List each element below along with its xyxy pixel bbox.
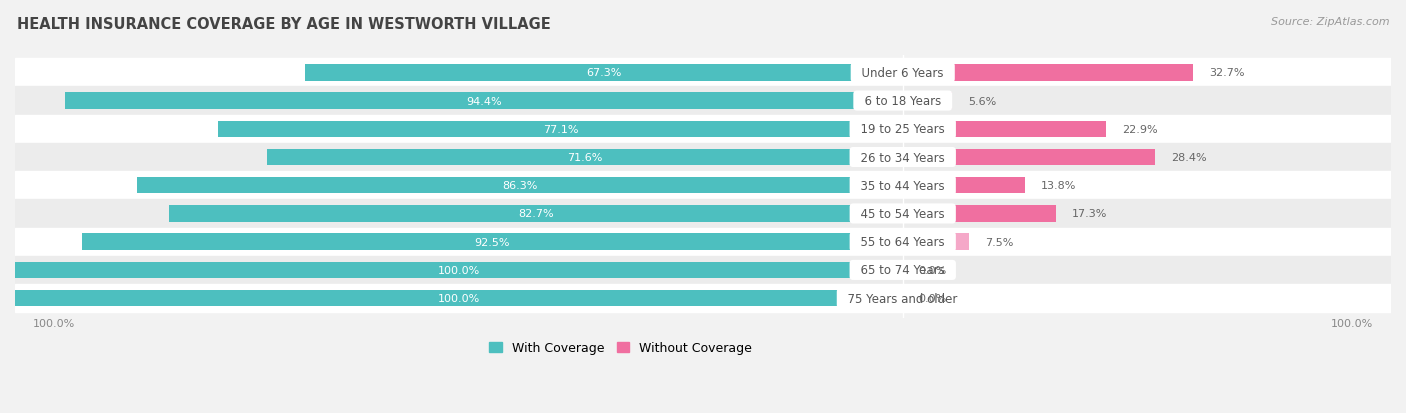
Text: 100.0%: 100.0% bbox=[32, 318, 75, 328]
Text: 100.0%: 100.0% bbox=[1331, 318, 1374, 328]
Bar bbox=[15, 256, 1391, 284]
Text: 94.4%: 94.4% bbox=[465, 96, 502, 106]
Text: 55 to 64 Years: 55 to 64 Years bbox=[853, 235, 952, 249]
Bar bbox=[15, 200, 1391, 228]
Text: 22.9%: 22.9% bbox=[1122, 124, 1157, 135]
Bar bbox=[15, 59, 1391, 87]
Text: 75 Years and older: 75 Years and older bbox=[841, 292, 965, 305]
Bar bbox=[267, 150, 903, 166]
Text: 28.4%: 28.4% bbox=[1171, 153, 1206, 163]
Text: 7.5%: 7.5% bbox=[986, 237, 1014, 247]
Text: 0.0%: 0.0% bbox=[918, 293, 948, 304]
Text: 67.3%: 67.3% bbox=[586, 68, 621, 78]
Text: 71.6%: 71.6% bbox=[567, 153, 603, 163]
Text: 0.0%: 0.0% bbox=[918, 265, 948, 275]
Text: Source: ZipAtlas.com: Source: ZipAtlas.com bbox=[1271, 17, 1389, 26]
Text: 100.0%: 100.0% bbox=[437, 265, 479, 275]
Text: 45 to 54 Years: 45 to 54 Years bbox=[853, 207, 952, 221]
Bar bbox=[15, 115, 1391, 144]
Bar bbox=[903, 150, 1154, 166]
Text: 5.6%: 5.6% bbox=[969, 96, 997, 106]
Bar bbox=[82, 234, 903, 250]
Text: HEALTH INSURANCE COVERAGE BY AGE IN WESTWORTH VILLAGE: HEALTH INSURANCE COVERAGE BY AGE IN WEST… bbox=[17, 17, 551, 31]
Bar bbox=[903, 206, 1056, 222]
Bar bbox=[903, 290, 917, 306]
Bar bbox=[218, 121, 903, 138]
Text: 77.1%: 77.1% bbox=[543, 124, 578, 135]
Bar bbox=[15, 228, 1391, 256]
Bar bbox=[903, 93, 952, 109]
Text: 26 to 34 Years: 26 to 34 Years bbox=[853, 151, 952, 164]
Text: 17.3%: 17.3% bbox=[1073, 209, 1108, 219]
Bar bbox=[15, 172, 1391, 200]
Bar bbox=[15, 262, 903, 278]
Bar bbox=[903, 178, 1025, 194]
Bar bbox=[15, 284, 1391, 313]
Text: 65 to 74 Years: 65 to 74 Years bbox=[853, 264, 952, 277]
Text: 100.0%: 100.0% bbox=[437, 293, 479, 304]
Bar bbox=[15, 87, 1391, 115]
Text: 86.3%: 86.3% bbox=[502, 181, 537, 191]
Text: 92.5%: 92.5% bbox=[474, 237, 510, 247]
Text: 82.7%: 82.7% bbox=[517, 209, 554, 219]
Text: 35 to 44 Years: 35 to 44 Years bbox=[853, 179, 952, 192]
Bar bbox=[65, 93, 903, 109]
Bar bbox=[903, 121, 1107, 138]
Bar bbox=[136, 178, 903, 194]
Bar bbox=[903, 234, 969, 250]
Text: 32.7%: 32.7% bbox=[1209, 68, 1244, 78]
Legend: With Coverage, Without Coverage: With Coverage, Without Coverage bbox=[484, 336, 756, 359]
Bar bbox=[169, 206, 903, 222]
Text: 6 to 18 Years: 6 to 18 Years bbox=[856, 95, 949, 108]
Bar bbox=[903, 262, 917, 278]
Text: 13.8%: 13.8% bbox=[1042, 181, 1077, 191]
Text: 19 to 25 Years: 19 to 25 Years bbox=[853, 123, 952, 136]
Bar bbox=[903, 65, 1194, 81]
Bar bbox=[305, 65, 903, 81]
Text: Under 6 Years: Under 6 Years bbox=[855, 66, 952, 80]
Bar bbox=[15, 144, 1391, 172]
Bar bbox=[15, 290, 903, 306]
